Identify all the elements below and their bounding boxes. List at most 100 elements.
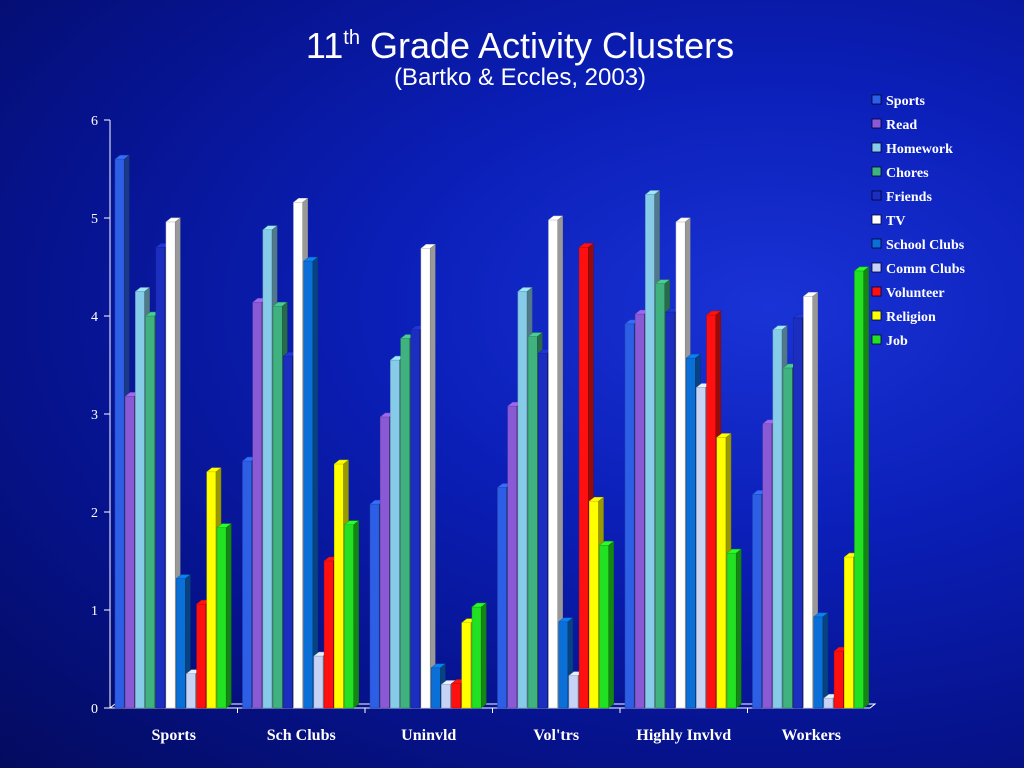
title-superscript: th	[343, 27, 360, 49]
bar	[283, 355, 293, 709]
bar	[527, 336, 538, 709]
legend-label: TV	[886, 214, 905, 229]
bar	[323, 560, 334, 709]
legend-label: School Clubs	[886, 238, 965, 253]
legend-swatch	[871, 142, 882, 153]
bar	[782, 367, 793, 709]
legend-label: Volunteer	[886, 286, 945, 301]
legend-label: Friends	[886, 190, 932, 205]
bar	[645, 194, 655, 709]
bar	[803, 296, 813, 709]
bar	[344, 524, 354, 709]
title-rest: Grade Activity Clusters	[359, 25, 735, 66]
legend-swatch	[871, 214, 882, 225]
x-category-label: Highly Invlvd	[636, 727, 731, 744]
bar	[262, 229, 273, 709]
bar	[216, 527, 227, 709]
y-tick-label: 2	[91, 506, 98, 521]
x-category-label: Sch Clubs	[267, 727, 336, 744]
bar-side	[608, 540, 614, 709]
bar	[675, 221, 686, 709]
x-category-label: Workers	[781, 727, 841, 744]
x-category-label: Uninvld	[401, 727, 456, 744]
x-category-label: Vol'trs	[533, 727, 579, 744]
bar	[175, 578, 186, 709]
bar	[206, 471, 217, 709]
legend-swatch	[871, 118, 882, 129]
chart-title: 11th Grade Activity Clusters	[0, 18, 1024, 66]
bar-side	[822, 612, 829, 709]
bar	[762, 423, 773, 709]
legend-label: Comm Clubs	[886, 262, 966, 277]
bar	[833, 650, 844, 709]
bar	[441, 684, 451, 709]
bar-side	[353, 520, 359, 709]
bar	[430, 667, 441, 709]
legend-swatch	[871, 334, 882, 345]
bar	[726, 552, 737, 709]
x-category-label: Sports	[152, 727, 196, 744]
bar	[186, 673, 196, 709]
bar	[272, 305, 283, 709]
bar	[844, 556, 854, 709]
bar-side	[225, 523, 232, 709]
bar-side	[735, 548, 742, 709]
bar	[390, 359, 400, 709]
bar	[558, 621, 569, 709]
bar	[471, 606, 482, 709]
bar	[655, 283, 666, 709]
bar-side	[312, 256, 319, 709]
bar	[461, 622, 472, 709]
legend-swatch	[871, 286, 882, 297]
bar	[823, 697, 834, 709]
legend-swatch	[871, 262, 882, 273]
bar	[589, 500, 599, 709]
legend-swatch	[871, 166, 882, 177]
bar	[369, 503, 380, 709]
bar	[599, 545, 609, 709]
y-tick-label: 5	[91, 212, 98, 227]
bar	[145, 315, 156, 709]
bar	[793, 317, 803, 709]
bar	[696, 387, 706, 709]
bar	[155, 247, 166, 709]
legend-swatch	[871, 190, 882, 201]
y-tick-label: 4	[91, 310, 98, 325]
bar	[379, 416, 390, 709]
bar	[196, 603, 207, 709]
bar	[538, 352, 548, 709]
bar	[242, 460, 252, 709]
bar	[752, 494, 762, 709]
legend-swatch	[871, 94, 882, 105]
y-tick-label: 3	[91, 408, 98, 423]
legend-label: Read	[886, 118, 917, 133]
bar	[517, 291, 528, 709]
bar	[303, 260, 314, 709]
bar	[507, 405, 518, 709]
bar	[400, 338, 411, 709]
bar	[716, 437, 727, 709]
bar	[772, 329, 783, 709]
bar	[548, 219, 558, 709]
legend-swatch	[871, 238, 882, 249]
bar	[313, 655, 324, 709]
bar	[334, 463, 344, 709]
legend-swatch	[871, 310, 882, 321]
bar	[624, 323, 635, 709]
bar	[410, 329, 421, 709]
legend-label: Homework	[886, 142, 953, 157]
y-tick-label: 6	[91, 114, 98, 129]
bar	[497, 487, 507, 709]
bar	[451, 683, 462, 709]
bar	[135, 291, 145, 709]
legend-label: Job	[886, 334, 908, 349]
bar	[665, 311, 676, 709]
bar-side	[863, 266, 869, 709]
y-tick-label: 0	[91, 702, 98, 717]
bar	[634, 313, 645, 709]
legend-label: Chores	[886, 166, 929, 181]
legend-label: Sports	[886, 94, 925, 109]
y-tick-label: 1	[91, 604, 98, 619]
title-main: 11	[305, 25, 344, 66]
bar	[293, 202, 303, 709]
